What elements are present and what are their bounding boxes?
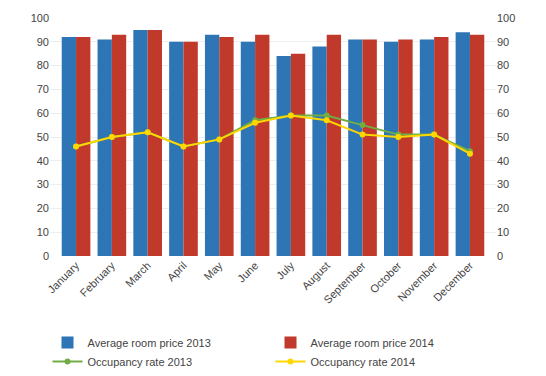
svg-text:February: February (78, 259, 118, 299)
svg-text:100: 100 (31, 12, 49, 24)
svg-text:December: December (431, 259, 476, 304)
svg-text:90: 90 (497, 36, 509, 48)
svg-text:10: 10 (37, 226, 49, 238)
svg-text:20: 20 (37, 202, 49, 214)
svg-text:90: 90 (37, 36, 49, 48)
svg-text:August: August (299, 259, 332, 292)
svg-text:April: April (165, 259, 189, 283)
svg-text:40: 40 (37, 155, 49, 167)
svg-text:60: 60 (497, 107, 509, 119)
svg-text:50: 50 (497, 131, 509, 143)
svg-text:January: January (45, 259, 82, 296)
svg-text:Average room price 2013: Average room price 2013 (88, 337, 211, 349)
svg-text:50: 50 (37, 131, 49, 143)
svg-text:June: June (235, 259, 260, 284)
svg-text:March: March (123, 259, 153, 289)
svg-text:40: 40 (497, 155, 509, 167)
svg-text:Occupancy rate 2013: Occupancy rate 2013 (88, 356, 193, 368)
svg-text:20: 20 (497, 202, 509, 214)
svg-text:80: 80 (37, 59, 49, 71)
svg-text:October: October (367, 259, 403, 295)
svg-text:July: July (274, 259, 297, 282)
svg-text:Average room price 2014: Average room price 2014 (311, 337, 434, 349)
svg-text:30: 30 (497, 178, 509, 190)
svg-text:September: September (321, 259, 368, 306)
svg-text:November: November (395, 259, 440, 304)
svg-text:May: May (201, 259, 225, 283)
svg-text:100: 100 (497, 12, 515, 24)
svg-text:30: 30 (37, 178, 49, 190)
svg-text:70: 70 (37, 83, 49, 95)
svg-text:80: 80 (497, 59, 509, 71)
svg-text:Occupancy rate 2014: Occupancy rate 2014 (311, 356, 416, 368)
svg-text:10: 10 (497, 226, 509, 238)
svg-text:0: 0 (497, 250, 503, 262)
svg-text:0: 0 (43, 250, 49, 262)
svg-text:60: 60 (37, 107, 49, 119)
svg-text:70: 70 (497, 83, 509, 95)
